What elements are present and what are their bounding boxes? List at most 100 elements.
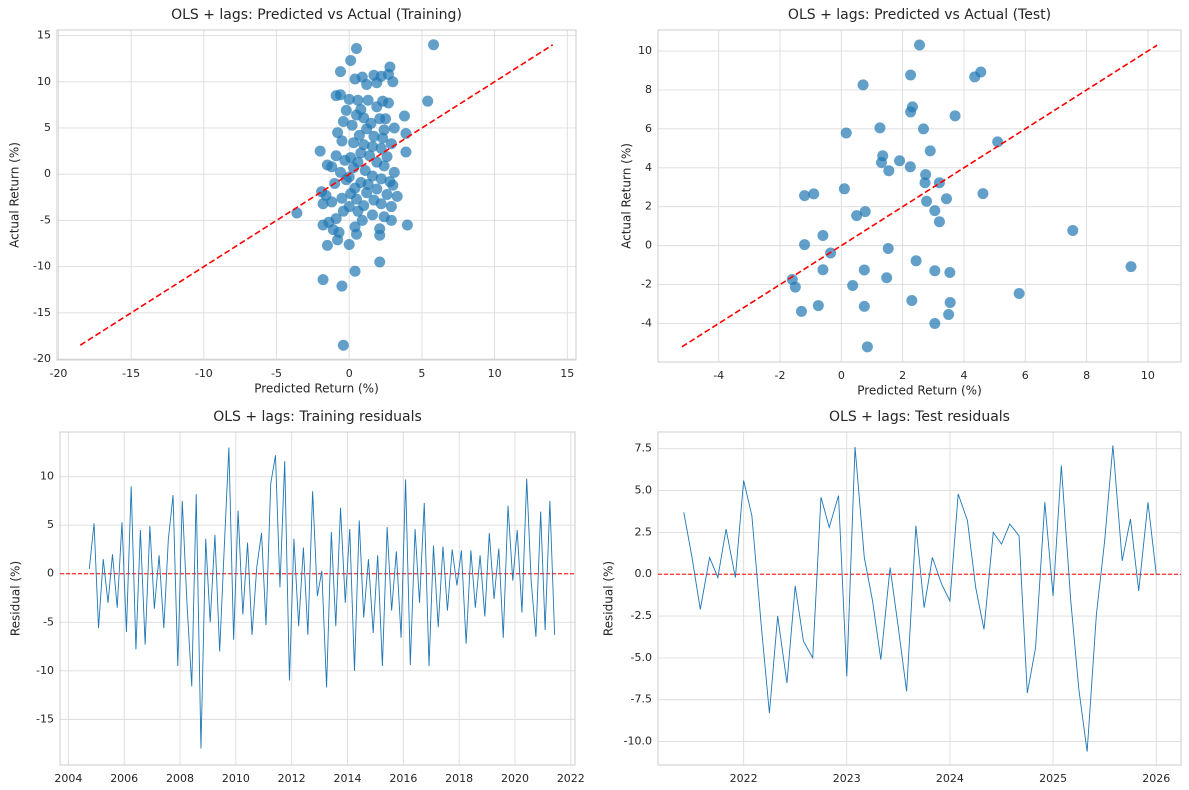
- x-tick-label: 8: [1083, 369, 1090, 382]
- scatter-point: [330, 150, 342, 162]
- scatter-point: [882, 243, 894, 255]
- scatter-point: [374, 256, 386, 268]
- y-tick-label: 10: [40, 470, 54, 483]
- scatter-point: [906, 295, 918, 307]
- scatter-point: [378, 124, 390, 136]
- x-tick-label: 2014: [334, 772, 362, 785]
- scatter-point: [808, 188, 820, 200]
- x-tick-label: 2006: [110, 772, 138, 785]
- y-tick-label: -7.5: [631, 693, 652, 706]
- scatter-point: [812, 300, 824, 312]
- scatter-point: [391, 190, 403, 202]
- scatter-point: [375, 198, 387, 210]
- scatter-point: [337, 116, 349, 128]
- scatter-point: [356, 214, 368, 226]
- scatter-point: [348, 137, 360, 149]
- scatter-point: [332, 127, 344, 139]
- scatter-point: [400, 146, 412, 158]
- x-tick-label: -2: [775, 369, 786, 382]
- scatter-point: [343, 238, 355, 250]
- scatter-point: [337, 205, 349, 217]
- y-tick-label: 15: [37, 29, 51, 42]
- scatter-point: [858, 300, 870, 312]
- scatter-point: [336, 192, 348, 204]
- x-tick-label: 0: [346, 367, 353, 380]
- x-tick-label: 2004: [54, 772, 82, 785]
- scatter-point: [350, 228, 362, 240]
- y-axis-label: Actual Return (%): [620, 143, 634, 249]
- y-tick-label: -4: [641, 316, 652, 329]
- scatter-point: [977, 188, 989, 200]
- scatter-point: [343, 93, 355, 105]
- x-tick-label: 2016: [389, 772, 417, 785]
- scatter-point: [949, 110, 961, 122]
- scatter-point: [334, 166, 346, 178]
- x-tick-label: 2010: [222, 772, 250, 785]
- x-tick-label: 2018: [445, 772, 473, 785]
- scatter-point: [929, 205, 941, 217]
- scatter-point: [388, 122, 400, 134]
- y-tick-label: 8: [645, 83, 652, 96]
- scatter-point: [940, 193, 952, 205]
- scatter-point: [859, 206, 871, 218]
- scatter-point: [401, 219, 413, 231]
- x-tick-label: 2026: [1142, 772, 1170, 785]
- scatter-point: [817, 264, 829, 276]
- x-tick-label: 2020: [501, 772, 529, 785]
- y-axis-label: Actual Return (%): [8, 142, 22, 248]
- scatter-point: [380, 113, 392, 125]
- scatter-point: [361, 79, 373, 91]
- y-tick-label: 2.5: [635, 525, 653, 538]
- x-tick-label: 2012: [278, 772, 306, 785]
- x-tick-label: 2024: [936, 772, 964, 785]
- y-tick-label: 0.0: [635, 567, 653, 580]
- scatter-point: [385, 138, 397, 150]
- scatter-point: [321, 239, 333, 251]
- scatter-point: [378, 160, 390, 172]
- scatter-point: [789, 281, 801, 293]
- scatter-point: [975, 66, 987, 78]
- scatter-point: [422, 95, 434, 107]
- scatter-point: [851, 210, 863, 222]
- scatter-point: [944, 266, 956, 278]
- scatter-point: [388, 166, 400, 178]
- y-tick-label: 0: [47, 567, 54, 580]
- y-tick-label: -15: [36, 712, 54, 725]
- chart-title: OLS + lags: Predicted vs Actual (Test): [788, 7, 1051, 23]
- x-tick-label: 2022: [557, 772, 585, 785]
- scatter-point: [334, 89, 346, 101]
- axes-frame: [56, 29, 577, 361]
- y-tick-label: -2: [641, 278, 652, 291]
- x-tick-label: 15: [560, 367, 574, 380]
- scatter-point: [992, 136, 1004, 148]
- y-tick-label: 4: [645, 161, 652, 174]
- residual-line: [683, 445, 1157, 752]
- y-tick-label: 5: [47, 518, 54, 531]
- scatter-point: [428, 39, 440, 51]
- y-tick-label: -5.0: [631, 651, 652, 664]
- scatter-point: [374, 229, 386, 241]
- y-tick-label: -5: [40, 213, 51, 226]
- reference-line: [681, 44, 1158, 348]
- scatter-point: [929, 317, 941, 329]
- scatter-point: [381, 151, 393, 163]
- scatter-point: [840, 127, 852, 139]
- scatter-point: [337, 339, 349, 351]
- scatter-point: [371, 77, 383, 89]
- scatter-point: [943, 309, 955, 321]
- axes-frame: [657, 29, 1182, 363]
- scatter-point: [362, 94, 374, 106]
- scatter-point: [366, 170, 378, 182]
- x-axis-label: Predicted Return (%): [857, 384, 982, 398]
- scatter-point: [361, 187, 373, 199]
- x-tick-label: 2: [899, 369, 906, 382]
- scatter-point: [317, 274, 329, 286]
- scatter-point: [349, 265, 361, 277]
- scatter-point: [1067, 224, 1079, 236]
- scatter-point: [314, 145, 326, 157]
- scatter-point: [929, 265, 941, 277]
- scatter-point: [362, 178, 374, 190]
- scatter-point: [381, 189, 393, 201]
- scatter-point: [861, 341, 873, 353]
